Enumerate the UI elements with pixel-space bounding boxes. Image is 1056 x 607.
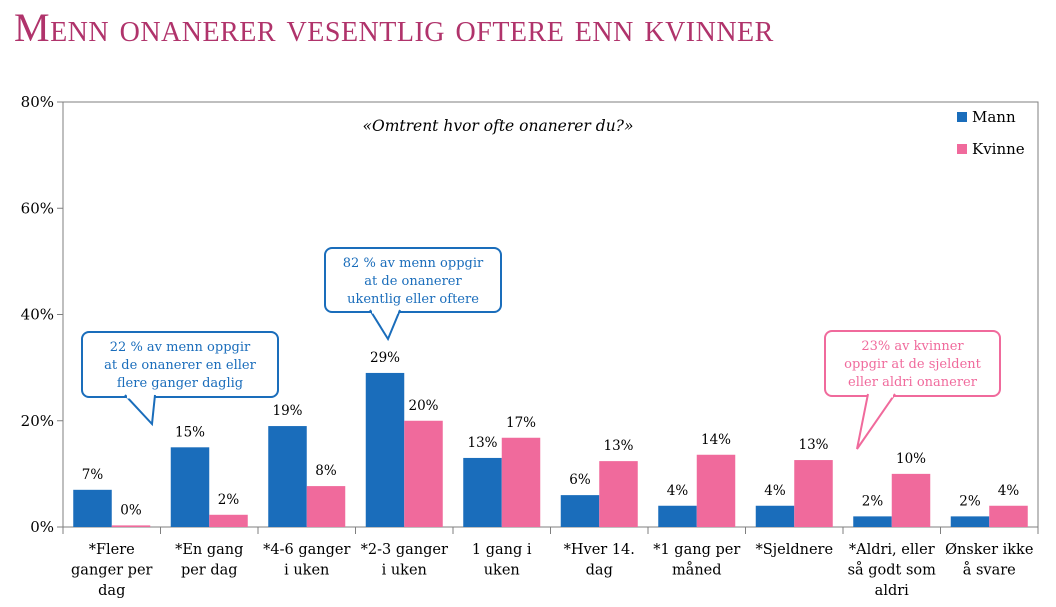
data-label: 8% <box>315 463 337 479</box>
data-label: 29% <box>370 350 400 366</box>
category-label: per dag <box>181 563 238 579</box>
data-label: 19% <box>272 403 302 419</box>
callout-pointer <box>856 393 896 450</box>
callout-text: ukentlig eller oftere <box>347 292 479 307</box>
legend-label: Mann <box>972 108 1016 126</box>
y-tick-label: 80% <box>21 93 54 111</box>
category-label: måned <box>672 562 722 579</box>
category-label: i uken <box>284 563 329 579</box>
chart-subtitle: «Omtrent hvor ofte onanerer du?» <box>363 117 634 135</box>
category-label: uken <box>484 563 520 579</box>
data-label: 2% <box>218 492 240 508</box>
bar-mann <box>853 516 892 527</box>
bar-kvinne <box>404 420 443 527</box>
category-label: Ønsker ikke <box>945 542 1033 558</box>
category-label: så godt som <box>848 562 937 579</box>
legend-swatch <box>957 112 967 122</box>
y-tick-label: 0% <box>30 518 54 536</box>
callout-text: at de onanerer en eller <box>104 358 256 373</box>
category-label: dag <box>98 583 125 599</box>
category-label: ganger per <box>71 563 153 579</box>
data-label: 13% <box>467 435 497 451</box>
bar-mann <box>268 426 307 527</box>
y-tick-label: 20% <box>21 412 54 430</box>
callout-text: eller aldri onanerer <box>848 375 978 390</box>
bar-kvinne <box>599 461 638 527</box>
callout-text: 23% av kvinner <box>861 339 964 354</box>
bar-kvinne <box>111 525 151 527</box>
callout-box <box>324 247 502 313</box>
data-label: 2% <box>862 493 884 509</box>
category-label: *En gang <box>175 542 243 558</box>
bar-mann <box>170 447 210 527</box>
callout-text: oppgir at de sjeldent <box>844 357 981 372</box>
category-label: 1 gang i <box>472 542 532 558</box>
data-label: 17% <box>506 415 536 431</box>
data-label: 10% <box>896 451 926 467</box>
bar-mann <box>950 516 990 527</box>
data-label: 4% <box>998 483 1020 499</box>
callout-text: at de onanerer <box>364 274 462 289</box>
legend-label: Kvinne <box>972 140 1025 158</box>
callout-pointer <box>124 394 156 427</box>
bar-mann <box>365 372 405 527</box>
category-label: *Aldri, eller <box>849 542 935 558</box>
callout-pointer <box>369 309 401 342</box>
data-label: 6% <box>569 472 591 488</box>
callout-text: 22 % av menn oppgir <box>110 340 251 355</box>
bar-mann <box>560 495 600 527</box>
data-label: 2% <box>959 493 981 509</box>
category-label: aldri <box>875 583 909 599</box>
category-label: *2-3 ganger <box>361 542 448 558</box>
category-label: å svare <box>963 562 1016 579</box>
callout-box <box>824 330 1001 397</box>
data-label: 7% <box>82 467 104 483</box>
data-label: 4% <box>667 483 689 499</box>
y-tick-label: 40% <box>21 306 54 324</box>
callout-text: 82 % av menn oppgir <box>343 256 484 271</box>
data-label: 20% <box>408 398 438 414</box>
bar-mann <box>463 457 502 527</box>
bar-kvinne <box>794 460 833 527</box>
category-label: i uken <box>382 563 427 579</box>
bar-kvinne <box>501 437 541 527</box>
data-label: 0% <box>120 502 142 518</box>
category-label: *1 gang per <box>653 542 740 558</box>
category-label: dag <box>586 563 613 579</box>
data-label: 13% <box>798 437 828 453</box>
bar-kvinne <box>891 473 931 527</box>
page-title: Menn onanerer vesentlig oftere enn kvinn… <box>14 5 774 50</box>
bar-mann <box>658 505 697 527</box>
category-label: *Sjeldnere <box>755 542 833 558</box>
category-label: *Hver 14. <box>564 542 635 558</box>
y-tick-label: 60% <box>21 199 54 217</box>
callout-text: flere ganger daglig <box>117 376 243 391</box>
bar-kvinne <box>209 514 248 527</box>
legend-swatch <box>957 144 967 154</box>
data-label: 14% <box>701 432 731 448</box>
bar-kvinne <box>989 505 1028 527</box>
category-label: *4-6 ganger <box>263 542 350 558</box>
data-label: 4% <box>764 483 786 499</box>
category-label: *Flere <box>89 542 135 558</box>
data-label: 13% <box>603 438 633 454</box>
data-label: 15% <box>175 424 205 440</box>
bar-mann <box>73 489 112 527</box>
bar-kvinne <box>696 454 736 527</box>
bar-mann <box>755 505 795 527</box>
bar-kvinne <box>306 486 346 527</box>
callout-box <box>81 331 279 398</box>
